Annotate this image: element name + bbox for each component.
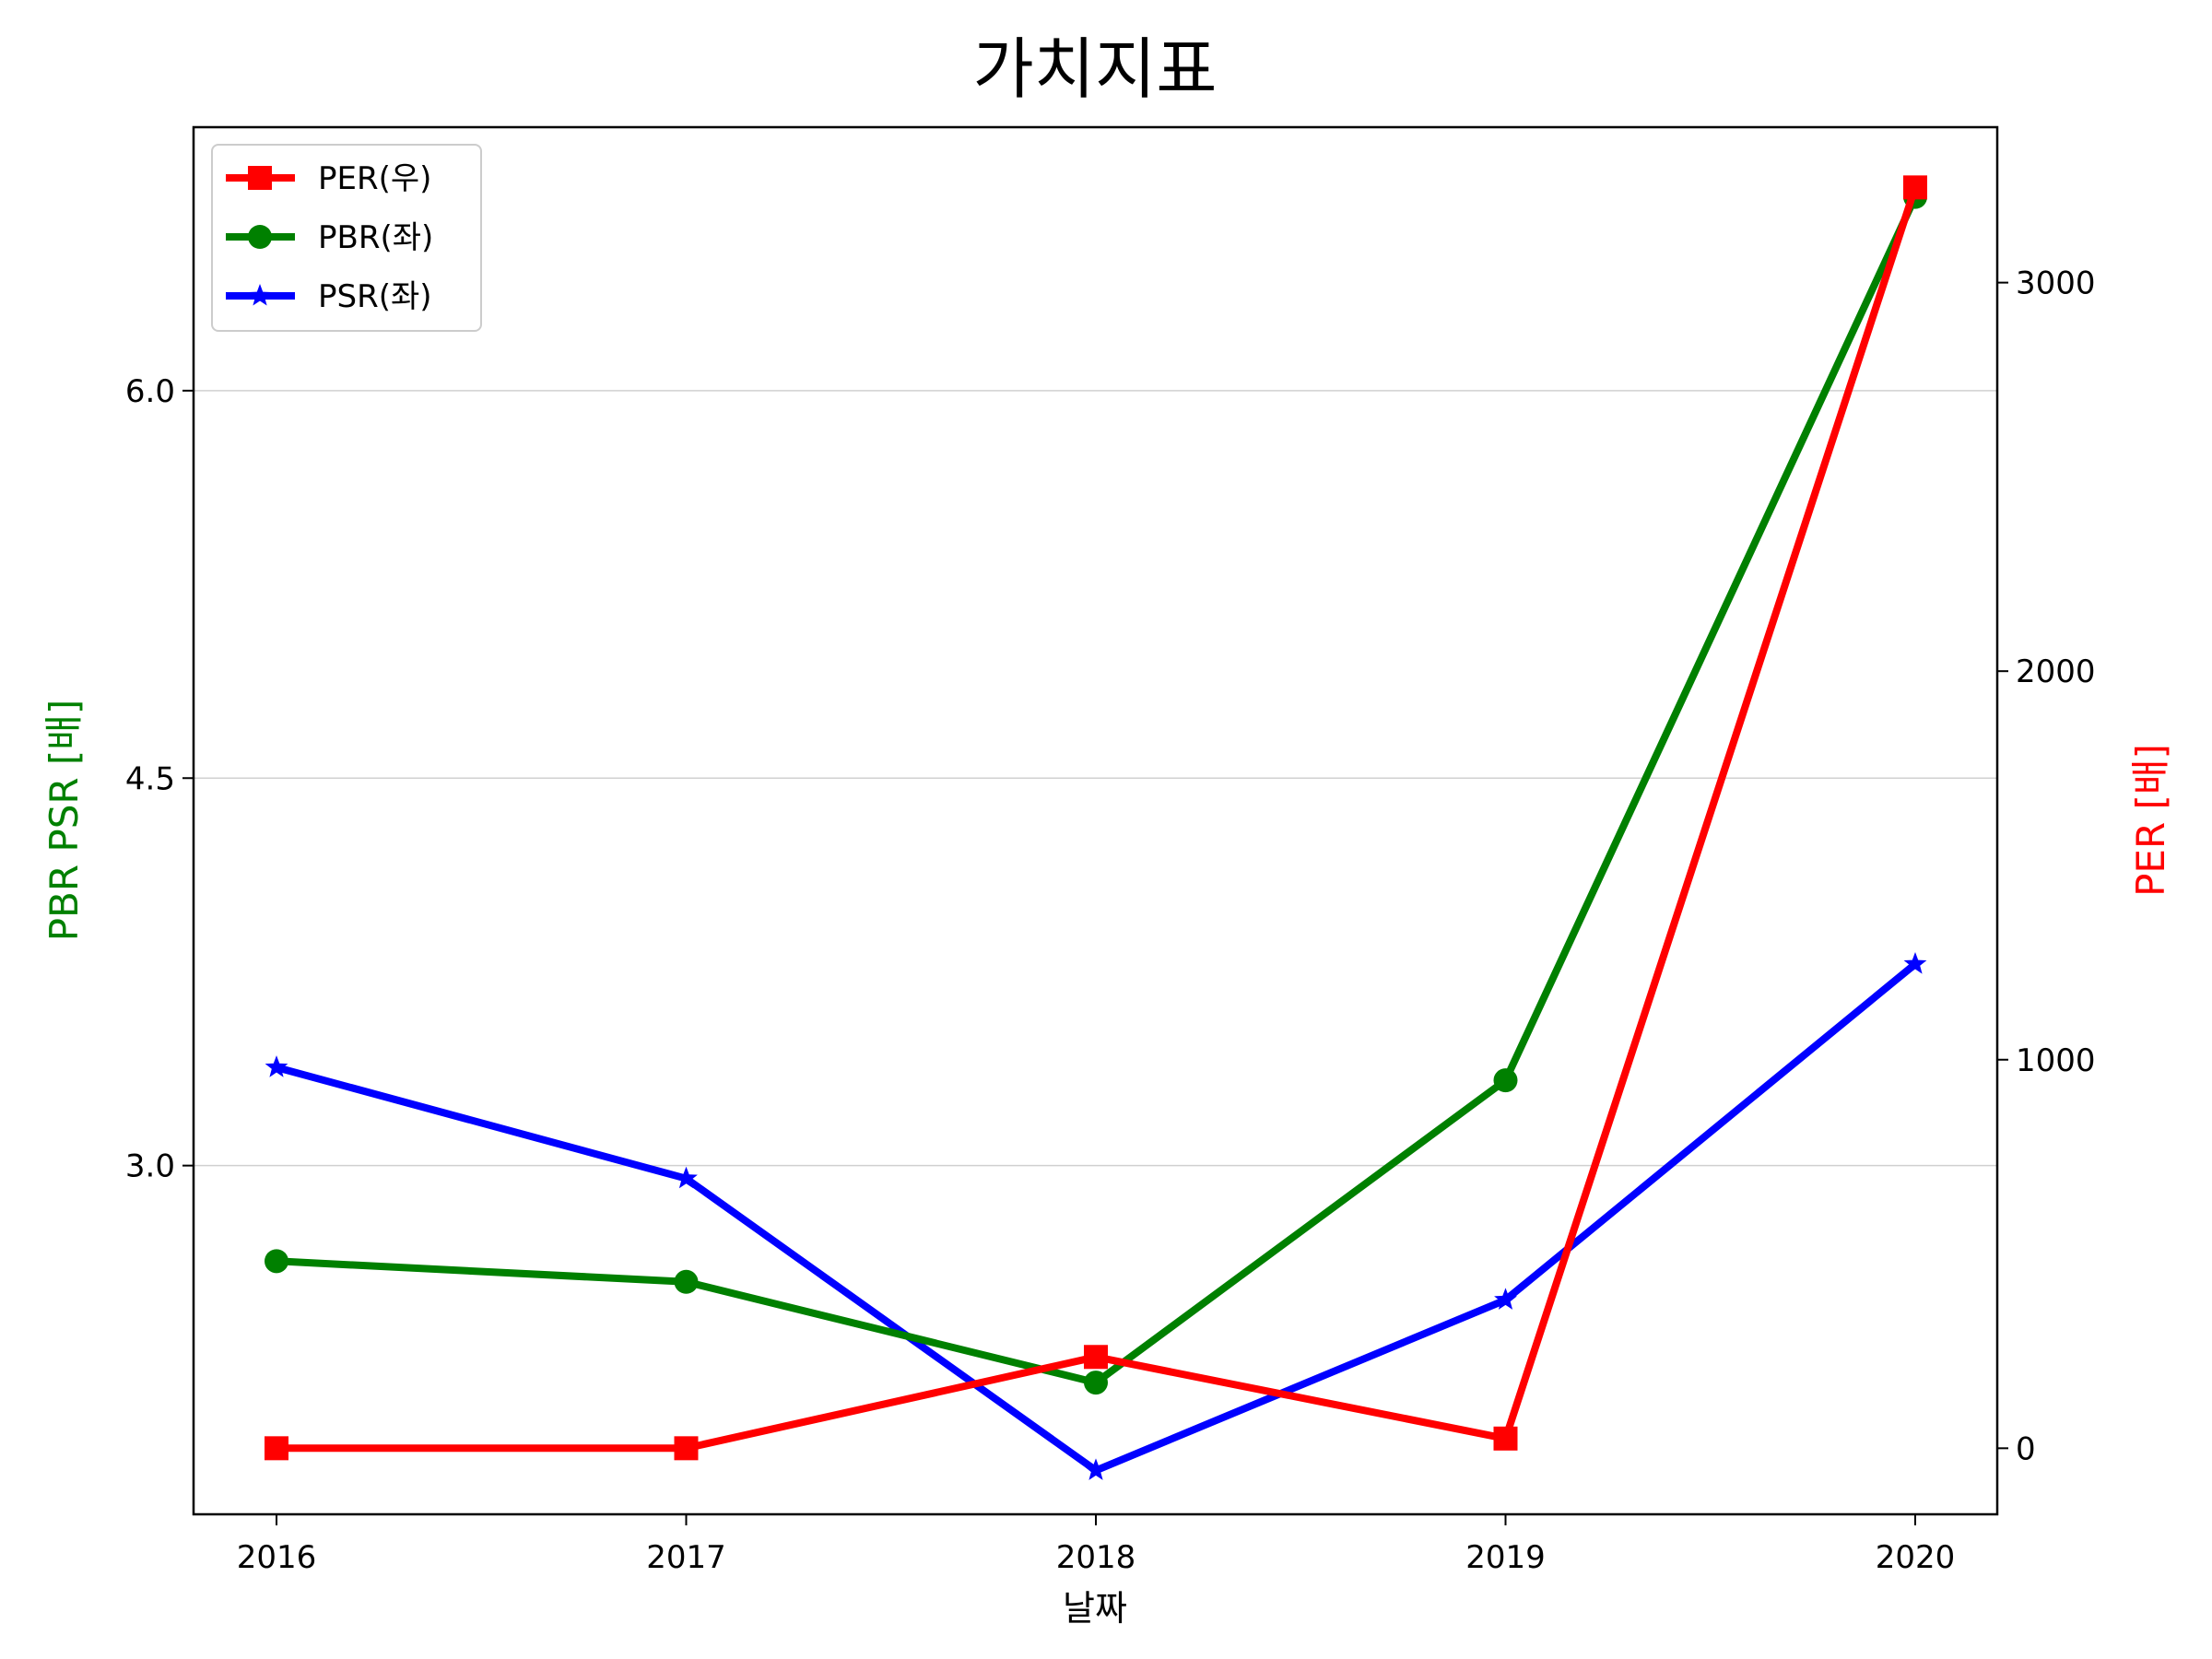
data-point-per: [674, 1436, 699, 1461]
data-point-psr: [265, 1055, 288, 1077]
left-y-tick-label: 3.0: [125, 1148, 175, 1185]
x-axis: 2016 2017 2018 2019 2020: [237, 1514, 1956, 1576]
legend: PER(우) PBR(좌) PSR(좌): [211, 144, 482, 332]
right-y-axis: 0 1000 2000 3000: [1997, 265, 2096, 1467]
series-per: [265, 175, 1927, 1461]
series-layer: [265, 175, 1927, 1480]
series-psr: [265, 952, 1927, 1480]
right-y-tick-label: 2000: [2016, 653, 2096, 690]
legend-label: PSR(좌): [318, 278, 432, 315]
data-point-pbr: [1493, 1068, 1518, 1093]
data-point-per: [265, 1436, 288, 1461]
x-axis-label: 날짜: [1063, 1588, 1127, 1629]
legend-item-pbr: PBR(좌): [226, 219, 433, 256]
right-y-tick-label: 3000: [2016, 265, 2096, 302]
right-y-axis-label: PER [배]: [2128, 744, 2173, 897]
chart-title: 가치지표: [973, 30, 1218, 108]
data-point-pbr: [674, 1269, 699, 1294]
x-tick-label: 2018: [1056, 1539, 1136, 1576]
data-point-per: [1084, 1345, 1108, 1370]
data-point-pbr: [265, 1249, 288, 1274]
data-point-psr: [1494, 1288, 1517, 1310]
legend-marker: [248, 284, 272, 306]
data-point-psr: [1903, 952, 1927, 974]
right-y-tick-label: 0: [2016, 1430, 2036, 1467]
data-point-psr: [675, 1166, 698, 1189]
left-y-tick-label: 4.5: [125, 760, 175, 797]
left-y-axis: 3.0 4.5 6.0: [125, 373, 194, 1185]
data-point-per: [1493, 1426, 1518, 1451]
x-tick-label: 2019: [1465, 1539, 1546, 1576]
data-point-per: [1903, 175, 1927, 200]
legend-item-per: PER(우): [226, 160, 431, 197]
x-tick-label: 2016: [237, 1539, 317, 1576]
left-y-axis-label: PBR PSR [배]: [41, 700, 87, 942]
x-tick-label: 2017: [646, 1539, 726, 1576]
gridlines: [194, 390, 1997, 1167]
legend-marker: [248, 166, 272, 190]
legend-label: PBR(좌): [318, 219, 433, 256]
left-y-tick-label: 6.0: [125, 373, 175, 410]
legend-box: [211, 144, 482, 332]
data-point-psr: [1084, 1458, 1108, 1480]
right-y-tick-label: 1000: [2016, 1042, 2096, 1079]
x-tick-label: 2020: [1876, 1539, 1956, 1576]
legend-item-psr: PSR(좌): [226, 278, 432, 315]
legend-marker: [248, 225, 272, 249]
data-point-pbr: [1084, 1371, 1108, 1395]
legend-label: PER(우): [318, 160, 431, 197]
